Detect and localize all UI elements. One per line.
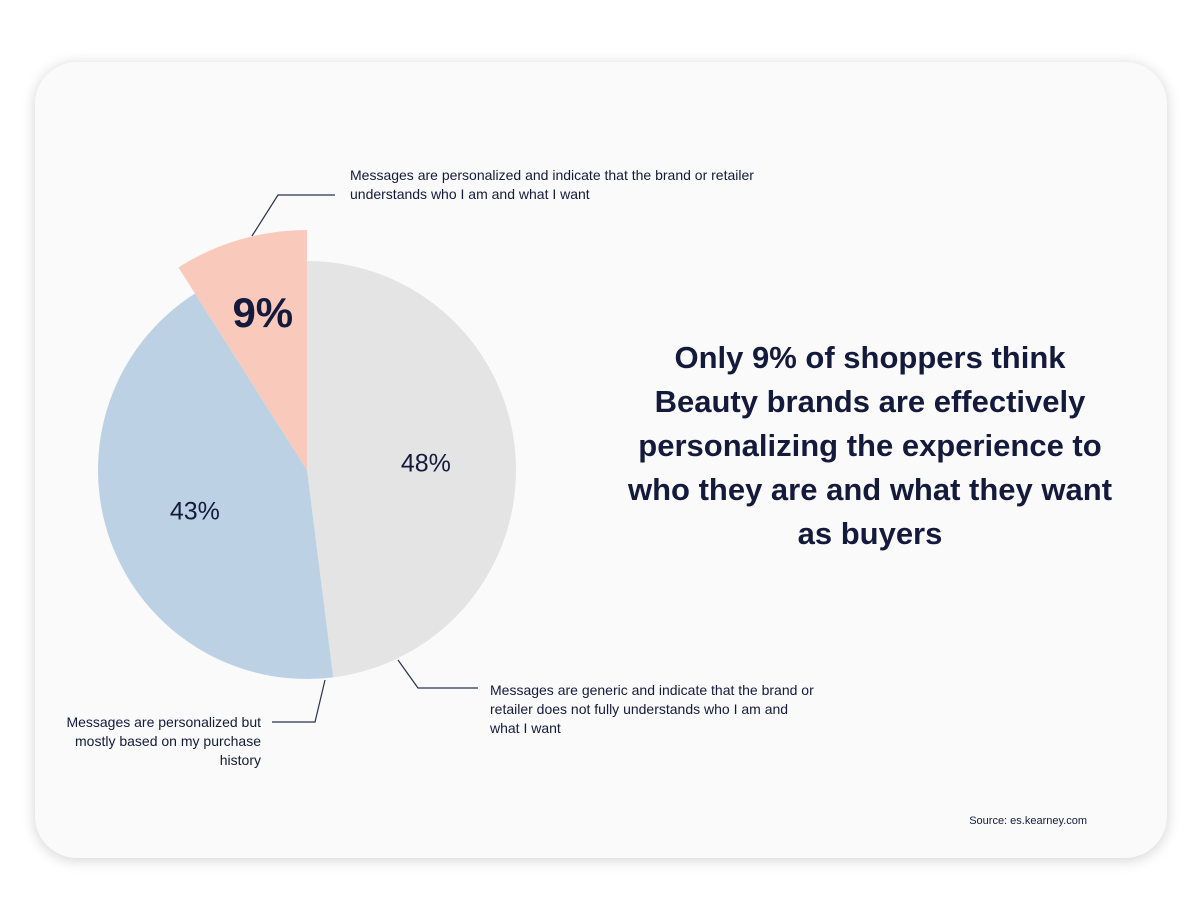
label-generic: Messages are generic and indicate that t… [490,682,814,736]
slice-value-label: 9% [232,289,293,336]
pie-slice [178,230,307,470]
label-personalized-understands: Messages are personalized and indicate t… [350,167,754,202]
headline: Only 9% of shoppers think Beauty brands … [627,340,1113,551]
leader-line [272,679,326,723]
pie-slice [98,293,334,679]
slice-value-label: 43% [170,497,220,525]
source-note: Source: es.kearney.com [969,815,1087,827]
label-purchase-history: Messages are personalized but mostly bas… [66,714,261,768]
slice-value-label: 48% [401,450,451,478]
leader-line [251,194,335,237]
pie-slice [307,261,517,678]
leader-line [397,659,478,689]
